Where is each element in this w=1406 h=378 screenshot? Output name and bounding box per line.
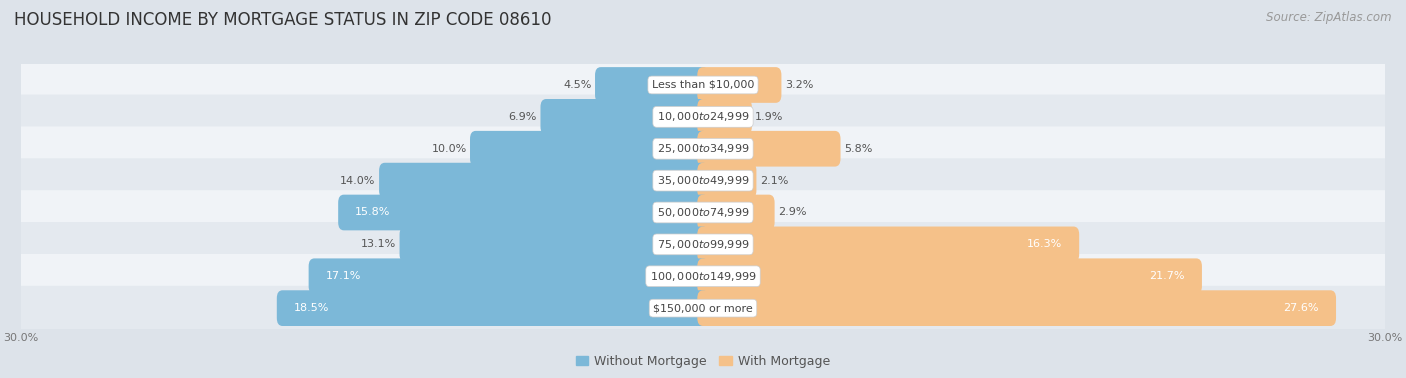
Text: 2.1%: 2.1% bbox=[759, 176, 789, 186]
FancyBboxPatch shape bbox=[380, 163, 709, 198]
Text: $50,000 to $74,999: $50,000 to $74,999 bbox=[657, 206, 749, 219]
FancyBboxPatch shape bbox=[697, 290, 1336, 326]
FancyBboxPatch shape bbox=[14, 254, 1392, 299]
FancyBboxPatch shape bbox=[399, 226, 709, 262]
FancyBboxPatch shape bbox=[697, 131, 841, 167]
Legend: Without Mortgage, With Mortgage: Without Mortgage, With Mortgage bbox=[571, 350, 835, 373]
FancyBboxPatch shape bbox=[697, 99, 752, 135]
FancyBboxPatch shape bbox=[14, 286, 1392, 330]
FancyBboxPatch shape bbox=[14, 126, 1392, 171]
FancyBboxPatch shape bbox=[540, 99, 709, 135]
Text: 13.1%: 13.1% bbox=[361, 239, 396, 249]
FancyBboxPatch shape bbox=[470, 131, 709, 167]
Text: 2.9%: 2.9% bbox=[778, 208, 807, 217]
Text: 27.6%: 27.6% bbox=[1284, 303, 1319, 313]
FancyBboxPatch shape bbox=[14, 222, 1392, 267]
FancyBboxPatch shape bbox=[14, 158, 1392, 203]
FancyBboxPatch shape bbox=[697, 195, 775, 230]
Text: 4.5%: 4.5% bbox=[564, 80, 592, 90]
FancyBboxPatch shape bbox=[339, 195, 709, 230]
Text: 21.7%: 21.7% bbox=[1149, 271, 1185, 281]
Text: 18.5%: 18.5% bbox=[294, 303, 329, 313]
Text: $10,000 to $24,999: $10,000 to $24,999 bbox=[657, 110, 749, 123]
Text: $35,000 to $49,999: $35,000 to $49,999 bbox=[657, 174, 749, 187]
Text: 15.8%: 15.8% bbox=[356, 208, 391, 217]
Text: $100,000 to $149,999: $100,000 to $149,999 bbox=[650, 270, 756, 283]
Text: 6.9%: 6.9% bbox=[509, 112, 537, 122]
Text: $25,000 to $34,999: $25,000 to $34,999 bbox=[657, 142, 749, 155]
Text: Less than $10,000: Less than $10,000 bbox=[652, 80, 754, 90]
Text: $75,000 to $99,999: $75,000 to $99,999 bbox=[657, 238, 749, 251]
FancyBboxPatch shape bbox=[595, 67, 709, 103]
Text: 1.9%: 1.9% bbox=[755, 112, 783, 122]
Text: HOUSEHOLD INCOME BY MORTGAGE STATUS IN ZIP CODE 08610: HOUSEHOLD INCOME BY MORTGAGE STATUS IN Z… bbox=[14, 11, 551, 29]
Text: 14.0%: 14.0% bbox=[340, 176, 375, 186]
FancyBboxPatch shape bbox=[697, 226, 1080, 262]
FancyBboxPatch shape bbox=[697, 259, 1202, 294]
FancyBboxPatch shape bbox=[277, 290, 709, 326]
Text: 10.0%: 10.0% bbox=[432, 144, 467, 154]
FancyBboxPatch shape bbox=[697, 67, 782, 103]
FancyBboxPatch shape bbox=[14, 190, 1392, 235]
Text: 3.2%: 3.2% bbox=[785, 80, 813, 90]
Text: $150,000 or more: $150,000 or more bbox=[654, 303, 752, 313]
Text: 5.8%: 5.8% bbox=[844, 144, 872, 154]
Text: 17.1%: 17.1% bbox=[326, 271, 361, 281]
FancyBboxPatch shape bbox=[309, 259, 709, 294]
FancyBboxPatch shape bbox=[14, 94, 1392, 139]
Text: 16.3%: 16.3% bbox=[1026, 239, 1062, 249]
FancyBboxPatch shape bbox=[14, 63, 1392, 107]
FancyBboxPatch shape bbox=[697, 163, 756, 198]
Text: Source: ZipAtlas.com: Source: ZipAtlas.com bbox=[1267, 11, 1392, 24]
